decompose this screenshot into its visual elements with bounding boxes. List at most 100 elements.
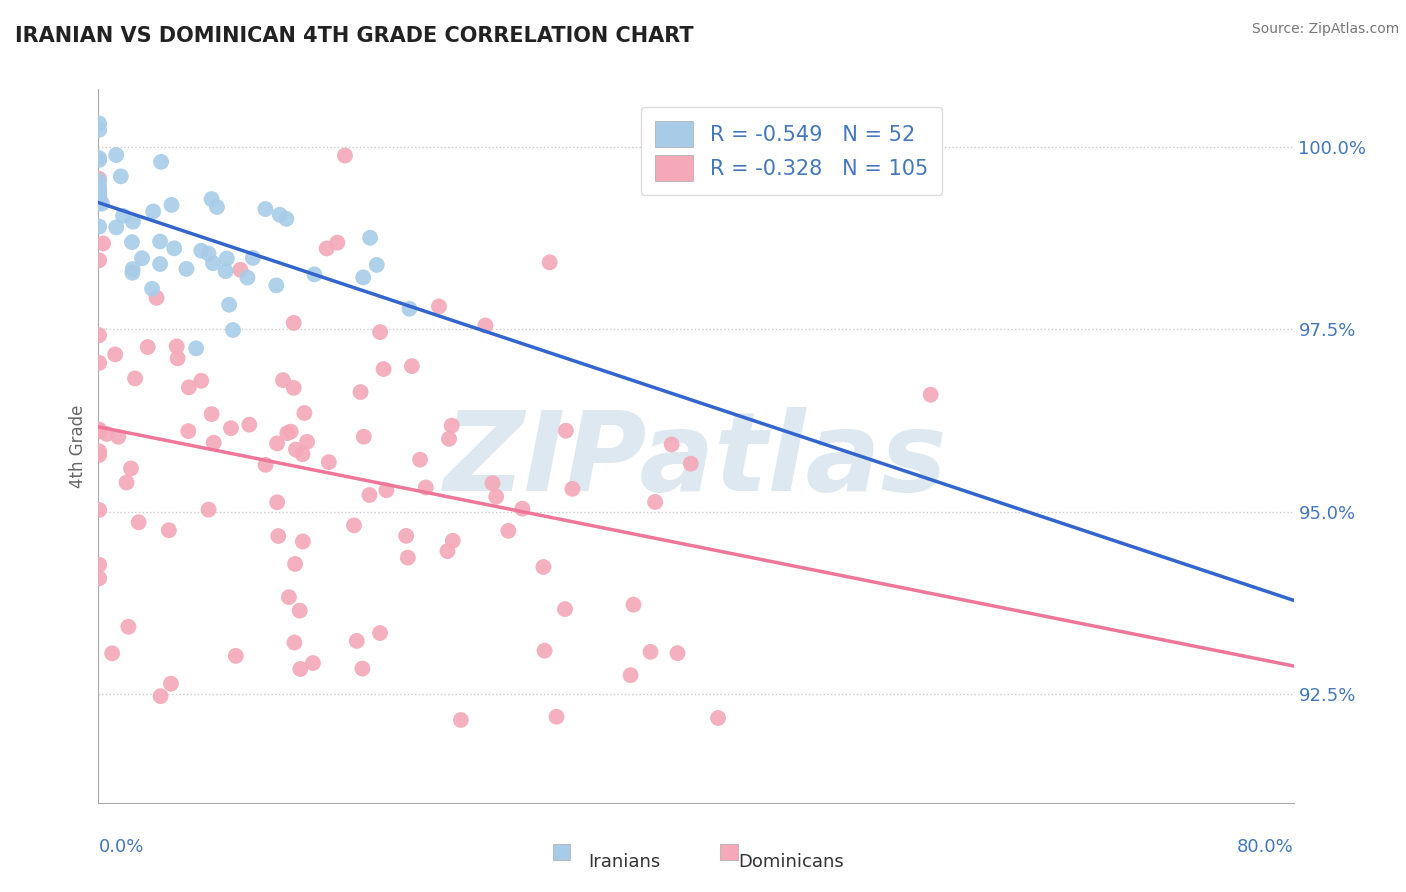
Point bbox=[89, 328, 111, 343]
Point bbox=[352, 662, 374, 676]
Point bbox=[437, 432, 460, 446]
Point bbox=[202, 256, 225, 270]
Point bbox=[157, 523, 180, 537]
Point bbox=[346, 634, 368, 648]
Point bbox=[666, 646, 689, 660]
Point bbox=[644, 495, 666, 509]
Point bbox=[269, 208, 291, 222]
Point bbox=[117, 620, 139, 634]
Point bbox=[396, 550, 419, 565]
Point bbox=[149, 689, 172, 703]
Point bbox=[409, 452, 432, 467]
Point bbox=[200, 192, 222, 206]
Point bbox=[288, 604, 311, 618]
Point bbox=[105, 148, 128, 162]
Point bbox=[280, 425, 302, 439]
Point bbox=[623, 598, 645, 612]
Point bbox=[304, 268, 326, 282]
Point bbox=[89, 174, 111, 188]
Point bbox=[214, 264, 236, 278]
Point bbox=[121, 235, 143, 249]
Point bbox=[120, 461, 142, 475]
Point bbox=[107, 430, 129, 444]
Point bbox=[436, 544, 458, 558]
Point bbox=[366, 258, 388, 272]
Point bbox=[190, 374, 212, 388]
Point bbox=[105, 220, 128, 235]
Point bbox=[276, 211, 298, 226]
Point bbox=[290, 662, 312, 676]
Point bbox=[89, 503, 111, 517]
Point bbox=[89, 571, 111, 585]
Point bbox=[89, 116, 111, 130]
Point bbox=[136, 340, 159, 354]
Point bbox=[401, 359, 423, 374]
Point bbox=[373, 362, 395, 376]
Point bbox=[166, 351, 188, 366]
Text: ZIPatlas: ZIPatlas bbox=[444, 407, 948, 514]
Point bbox=[150, 154, 173, 169]
Point bbox=[115, 475, 138, 490]
Point bbox=[225, 648, 247, 663]
Point bbox=[89, 192, 111, 206]
Point bbox=[267, 529, 290, 543]
Point bbox=[291, 534, 314, 549]
Point bbox=[222, 323, 245, 337]
Point bbox=[89, 123, 111, 137]
Point bbox=[474, 318, 496, 333]
Point bbox=[201, 407, 224, 421]
Point bbox=[640, 645, 662, 659]
Point bbox=[121, 262, 143, 277]
Point bbox=[533, 643, 555, 657]
Point bbox=[177, 380, 200, 394]
Point bbox=[440, 418, 463, 433]
Point bbox=[359, 488, 381, 502]
Point bbox=[124, 371, 146, 385]
Point bbox=[343, 518, 366, 533]
Point bbox=[302, 656, 325, 670]
Point bbox=[450, 713, 472, 727]
Point bbox=[190, 244, 212, 258]
Point bbox=[318, 455, 340, 469]
Point bbox=[197, 246, 219, 260]
Point bbox=[149, 235, 172, 249]
Point bbox=[202, 435, 225, 450]
Point bbox=[561, 482, 583, 496]
Point bbox=[141, 282, 163, 296]
Point bbox=[546, 710, 568, 724]
Point bbox=[215, 252, 238, 266]
Point bbox=[294, 406, 316, 420]
Point bbox=[395, 529, 418, 543]
Point bbox=[89, 153, 111, 167]
Point bbox=[89, 196, 111, 211]
Point bbox=[283, 635, 305, 649]
Point bbox=[89, 253, 111, 268]
Point bbox=[315, 242, 337, 256]
Point bbox=[89, 423, 111, 437]
Point bbox=[415, 480, 437, 494]
Point bbox=[498, 524, 520, 538]
Point bbox=[89, 186, 111, 201]
Text: 0.0%: 0.0% bbox=[98, 838, 143, 856]
Point bbox=[160, 198, 183, 212]
Point bbox=[142, 204, 165, 219]
Point bbox=[283, 316, 305, 330]
Text: 80.0%: 80.0% bbox=[1237, 838, 1294, 856]
Point bbox=[89, 190, 111, 204]
Point bbox=[619, 668, 641, 682]
Point bbox=[111, 209, 134, 223]
Y-axis label: 4th Grade: 4th Grade bbox=[69, 404, 87, 488]
Point bbox=[271, 373, 294, 387]
Point bbox=[278, 590, 301, 604]
Point bbox=[266, 278, 288, 293]
Point bbox=[375, 483, 398, 498]
Point bbox=[679, 457, 702, 471]
Text: Dominicans: Dominicans bbox=[738, 853, 845, 871]
Point bbox=[89, 184, 111, 198]
Point bbox=[89, 179, 111, 194]
Point bbox=[91, 236, 114, 251]
Point bbox=[661, 437, 683, 451]
Point bbox=[166, 339, 188, 353]
Point bbox=[218, 298, 240, 312]
Point bbox=[291, 447, 314, 461]
